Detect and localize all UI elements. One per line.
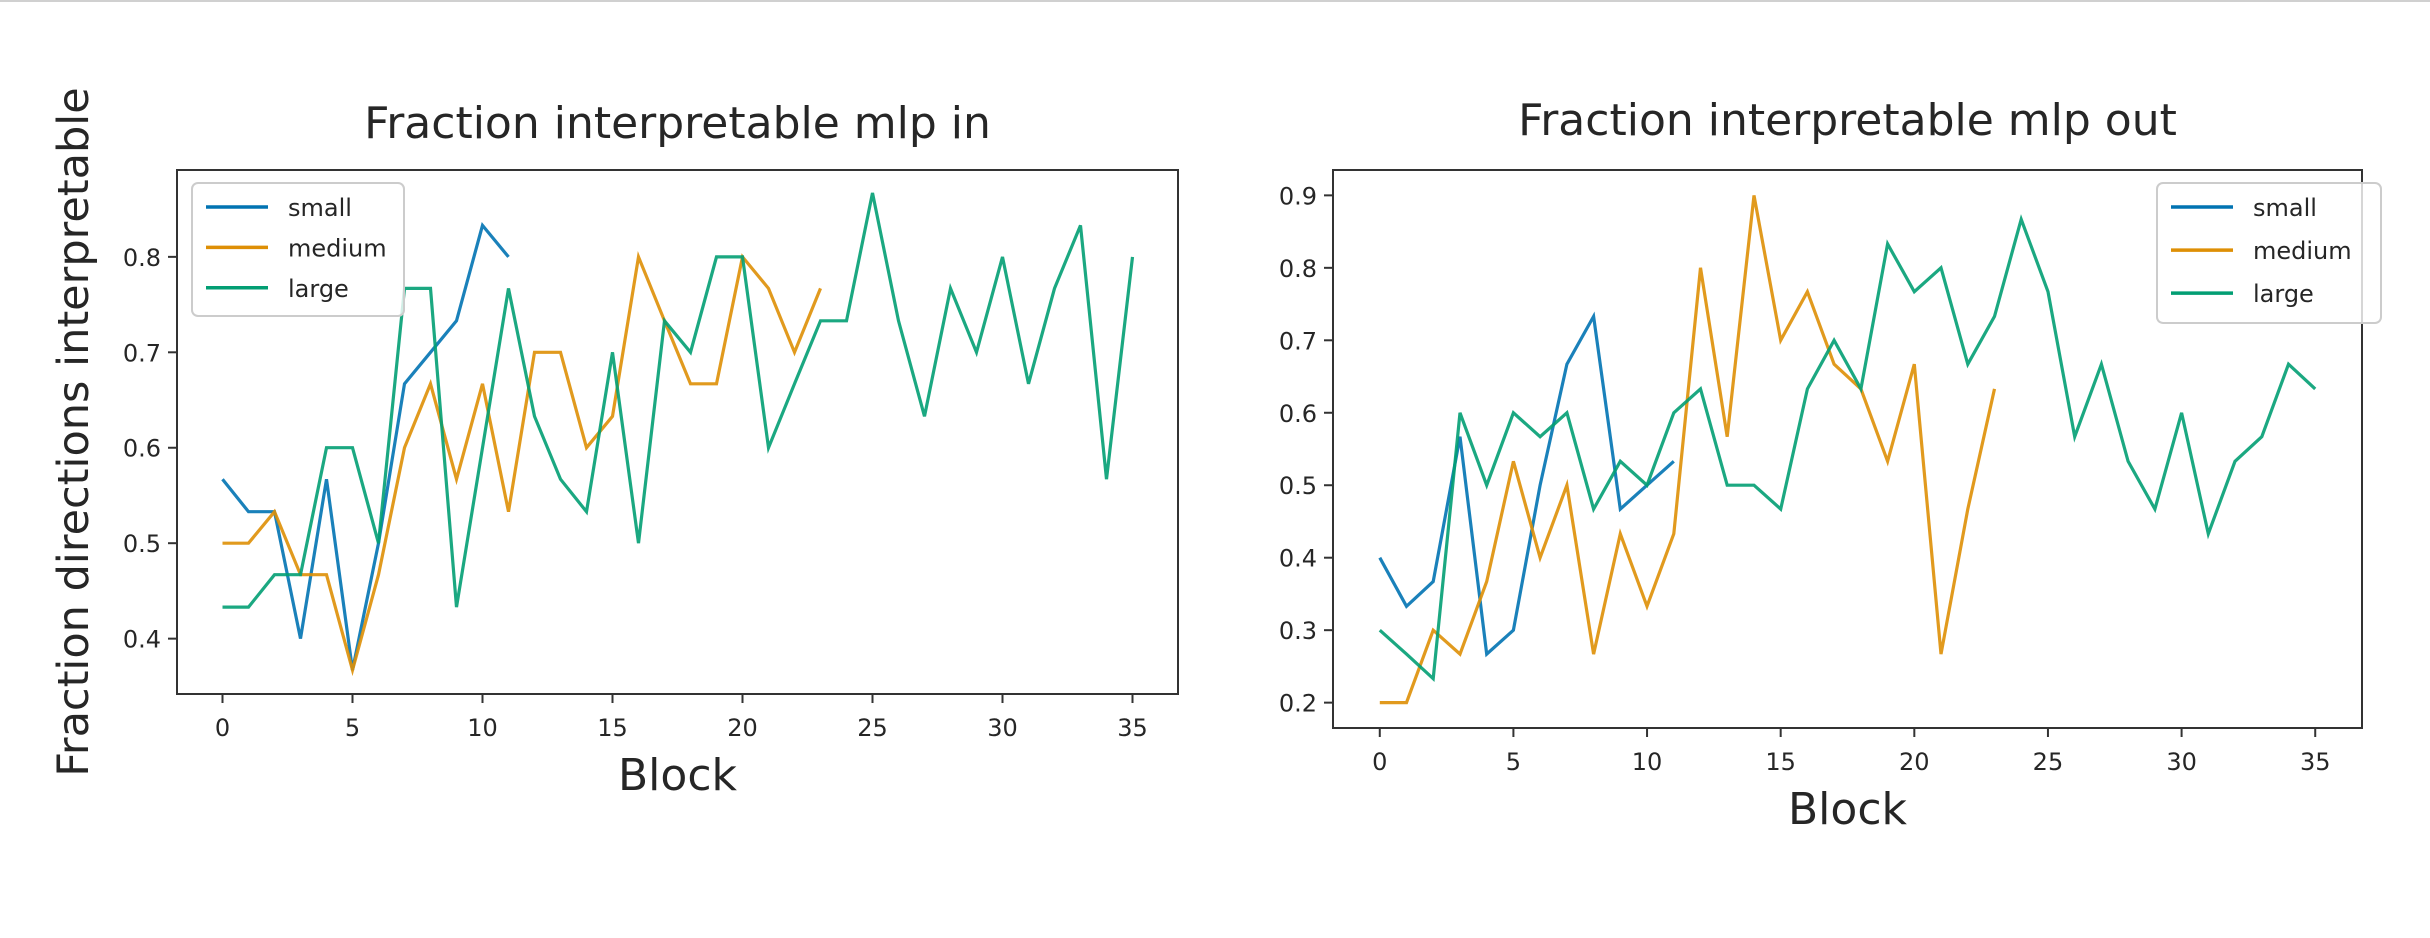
y-tick-label: 0.8 — [123, 244, 161, 272]
chart-mlp-out: Fraction interpretable mlp out 0 5 10 15 20 25… — [1279, 95, 2382, 835]
x-tick-label: 10 — [1632, 748, 1663, 776]
legend-item-large: large — [206, 275, 349, 303]
x-tick-label: 15 — [1765, 748, 1796, 776]
y-tick-label: 0.6 — [1279, 400, 1317, 428]
y-tick-label: 0.7 — [1279, 327, 1317, 355]
legend-label: medium — [2253, 237, 2352, 265]
x-tick-label: 25 — [2033, 748, 2064, 776]
chart-title: Fraction interpretable mlp in — [364, 98, 991, 149]
series-line-small — [1378, 311, 1675, 658]
legend-item-small: small — [206, 194, 352, 222]
x-tick-label: 10 — [467, 714, 498, 742]
x-tick-label: 30 — [987, 714, 1018, 742]
legend: small medium large — [191, 182, 405, 317]
legend-item-medium: medium — [2171, 237, 2352, 265]
legend-item-small: small — [2171, 194, 2317, 222]
series-line-small — [221, 221, 510, 671]
y-tick-label: 0.8 — [1279, 255, 1317, 283]
x-tick-label: 30 — [2166, 748, 2197, 776]
axes-frame — [176, 169, 1179, 695]
y-tick-label: 0.4 — [1279, 545, 1317, 573]
x-tick-label: 20 — [1899, 748, 1930, 776]
y-tick-label: 0.4 — [123, 626, 161, 654]
legend-label: large — [288, 275, 349, 303]
series-line-medium — [222, 251, 822, 677]
y-tick-label: 0.9 — [1279, 182, 1317, 210]
series-line-large — [222, 192, 1135, 609]
legend-label: medium — [288, 234, 387, 262]
x-tick-label: 15 — [597, 714, 628, 742]
legend-item-medium: medium — [206, 234, 387, 262]
window-top-border — [0, 0, 2430, 2]
x-tick-label: 35 — [1117, 714, 1148, 742]
x-tick-label: 25 — [857, 714, 888, 742]
y-tick-label: 0.5 — [123, 530, 161, 558]
y-tick-label: 0.5 — [1279, 472, 1317, 500]
x-axis-label: Block — [1788, 784, 1908, 835]
chart-mlp-in: Fraction interpretable mlp in 0 5 10 15 20 25 3… — [123, 98, 1179, 801]
legend-label: small — [288, 194, 352, 222]
series-line-large — [1378, 214, 2317, 683]
legend-item-large: large — [2171, 280, 2314, 308]
chart-title: Fraction interpretable mlp out — [1518, 95, 2177, 146]
x-tick-label: 0 — [215, 714, 230, 742]
x-tick-label: 5 — [345, 714, 360, 742]
x-tick-label: 20 — [727, 714, 758, 742]
x-tick-label: 5 — [1506, 748, 1521, 776]
y-tick-label: 0.7 — [123, 339, 161, 367]
y-tick-label: 0.2 — [1279, 690, 1317, 718]
legend-label: small — [2253, 194, 2317, 222]
legend-box — [191, 182, 405, 317]
y-tick-label: 0.6 — [123, 435, 161, 463]
x-tick-label: 0 — [1372, 748, 1387, 776]
x-axis-label: Block — [618, 750, 738, 801]
legend-label: large — [2253, 280, 2314, 308]
legend: small medium large — [2156, 182, 2382, 324]
figure-y-axis-label: Fraction directions interpretable — [49, 87, 99, 776]
legend-box — [2156, 182, 2382, 324]
axes-frame — [1332, 169, 2363, 729]
x-tick-label: 35 — [2300, 748, 2331, 776]
y-tick-label: 0.3 — [1279, 617, 1317, 645]
